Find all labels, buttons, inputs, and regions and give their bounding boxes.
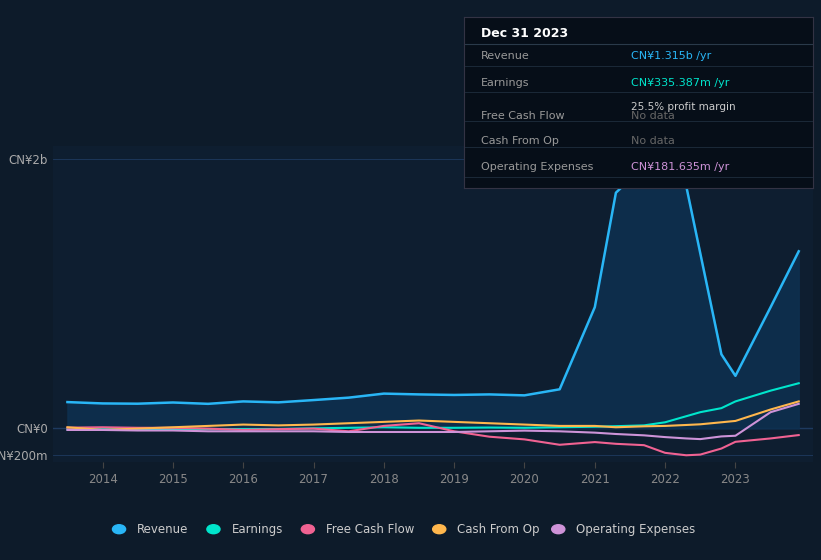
Text: Earnings: Earnings <box>481 78 530 88</box>
Text: Earnings: Earnings <box>232 522 283 536</box>
Text: Operating Expenses: Operating Expenses <box>481 162 594 172</box>
Text: Cash From Op: Cash From Op <box>457 522 539 536</box>
Text: Free Cash Flow: Free Cash Flow <box>326 522 415 536</box>
Text: CN¥335.387m /yr: CN¥335.387m /yr <box>631 78 730 88</box>
Text: No data: No data <box>631 111 675 121</box>
Text: Revenue: Revenue <box>137 522 189 536</box>
Text: Revenue: Revenue <box>481 51 530 61</box>
Text: No data: No data <box>631 137 675 146</box>
Text: Operating Expenses: Operating Expenses <box>576 522 695 536</box>
Text: CN¥1.315b /yr: CN¥1.315b /yr <box>631 51 712 61</box>
Text: Cash From Op: Cash From Op <box>481 137 559 146</box>
Text: Dec 31 2023: Dec 31 2023 <box>481 27 568 40</box>
Text: CN¥181.635m /yr: CN¥181.635m /yr <box>631 162 730 172</box>
Text: Free Cash Flow: Free Cash Flow <box>481 111 565 121</box>
Text: 25.5% profit margin: 25.5% profit margin <box>631 102 736 112</box>
